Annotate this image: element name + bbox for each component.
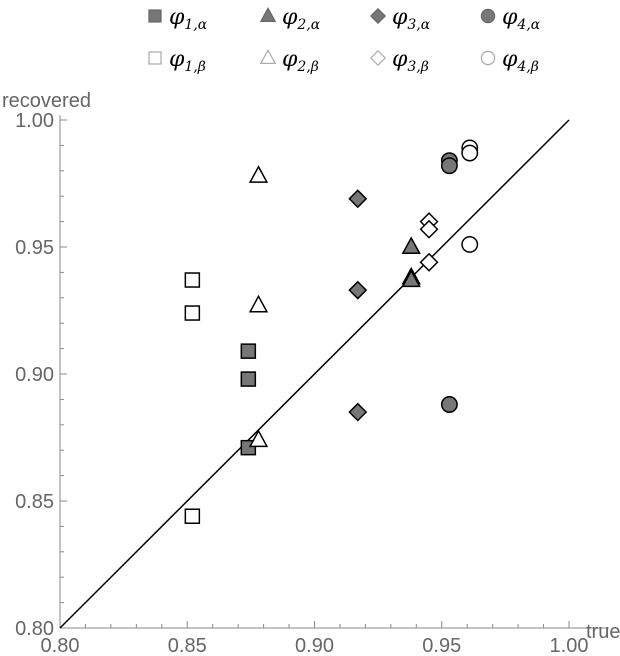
legend-item: φ2,β [259, 47, 319, 75]
y-tick-label: 0.90 [15, 364, 54, 386]
data-point-diamond [348, 189, 368, 209]
legend: φ1,α φ2,α φ3,α φ4,α φ1,β φ2,β φ3,β φ4,β [148, 5, 541, 75]
legend-marker-triangle [259, 48, 277, 65]
legend-label: φ1,β [169, 47, 206, 75]
data-point-square [240, 343, 257, 359]
legend-marker-triangle [259, 6, 277, 22]
legend-item: φ4,α [480, 5, 541, 33]
legend-item: φ4,β [480, 47, 539, 75]
legend-marker-square [148, 51, 162, 65]
legend-label: φ3,α [392, 5, 431, 33]
legend-marker-circle [480, 50, 496, 66]
x-tick-label: 0.85 [168, 635, 207, 656]
data-point-circle [461, 144, 479, 162]
data-point-square [184, 305, 201, 321]
legend-marker-diamond [369, 49, 387, 67]
data-point-triangle [401, 236, 421, 255]
legend-label: φ2,α [282, 5, 321, 33]
y-axis-label: recovered [2, 90, 91, 112]
legend-label: φ3,β [392, 47, 429, 75]
data-point-circle [461, 236, 479, 253]
legend-item: φ2,α [259, 5, 321, 33]
data-point-triangle [248, 294, 269, 313]
legend-item: φ3,α [369, 5, 431, 33]
data-points [184, 139, 479, 524]
data-point-diamond [348, 402, 368, 422]
axes: 0.80 0.85 0.90 0.95 1.00 0.80 0.85 0.90 0.95 1.00 [15, 110, 609, 656]
legend-label: φ4,α [502, 5, 541, 33]
x-tick-label: 0.90 [295, 635, 334, 656]
legend-label: φ4,β [502, 47, 539, 75]
x-axis-label: true [586, 621, 620, 643]
y-tick-label: 0.85 [15, 491, 54, 513]
x-tick-label: 1.00 [550, 635, 589, 656]
data-point-diamond [419, 252, 439, 272]
data-point-square [184, 508, 201, 524]
data-point-triangle [248, 165, 269, 183]
data-point-diamond [419, 219, 439, 239]
legend-label: φ1,α [169, 5, 208, 33]
data-point-square [240, 371, 257, 387]
legend-marker-circle [480, 8, 496, 24]
data-point-square [184, 272, 201, 288]
reference-line [59, 119, 570, 629]
x-tick-label: 0.80 [41, 635, 80, 656]
legend-label: φ2,β [282, 47, 319, 75]
legend-marker-diamond [369, 7, 387, 25]
legend-item: φ3,β [369, 47, 429, 75]
data-point-triangle [401, 269, 421, 288]
data-point-triangle [248, 429, 269, 448]
y-tick-label: 0.80 [15, 618, 54, 640]
data-point-diamond [348, 280, 368, 300]
data-point-circle [440, 157, 458, 175]
y-tick-label: 1.00 [15, 110, 54, 132]
data-point-circle [440, 396, 458, 413]
x-tick-label: 0.95 [422, 635, 461, 656]
legend-item: φ1,α [148, 5, 208, 33]
legend-marker-square [148, 9, 162, 23]
y-tick-label: 0.95 [15, 237, 54, 259]
legend-item: φ1,β [148, 47, 206, 75]
